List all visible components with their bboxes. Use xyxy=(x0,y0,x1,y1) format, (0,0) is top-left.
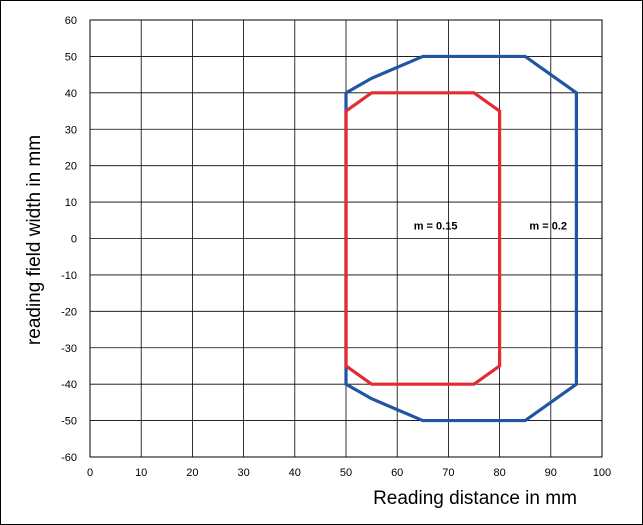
y-tick-label: 40 xyxy=(65,88,77,100)
series-group xyxy=(344,54,579,423)
y-tick-label: -50 xyxy=(61,416,77,428)
series-line-2 xyxy=(344,91,502,386)
y-tick-label: 20 xyxy=(65,161,77,173)
x-axis-label: Reading distance in mm xyxy=(373,488,577,509)
series-line-1 xyxy=(344,54,579,423)
x-tick-label: 40 xyxy=(289,467,301,479)
y-tick-label: 30 xyxy=(65,124,77,136)
x-tick-label: 90 xyxy=(545,467,557,479)
y-tick-label: -40 xyxy=(61,379,77,391)
y-tick-label: 10 xyxy=(65,197,77,209)
x-tick-label: 10 xyxy=(135,467,147,479)
x-tick-label: 30 xyxy=(237,467,249,479)
y-axis-label: reading field width in mm xyxy=(24,135,45,345)
x-tick-label: 100 xyxy=(593,467,611,479)
y-tick-label: -10 xyxy=(61,270,77,282)
series-annotation: m = 0.2 xyxy=(529,220,567,232)
x-tick-label: 20 xyxy=(186,467,198,479)
y-axis-ticks: 60 50 40 30 20 10 0 -10 -20 -30 -40 -50 -60 xyxy=(61,15,77,464)
x-tick-label: 70 xyxy=(442,467,454,479)
y-tick-label: 0 xyxy=(71,234,77,246)
y-tick-label: -60 xyxy=(61,452,77,464)
x-tick-label: 50 xyxy=(340,467,352,479)
x-tick-label: 60 xyxy=(391,467,403,479)
y-tick-label: 50 xyxy=(65,51,77,63)
x-tick-label: 0 xyxy=(87,467,93,479)
annotations: m = 0.15 m = 0.2 xyxy=(414,220,567,232)
x-tick-label: 80 xyxy=(493,467,505,479)
x-axis-ticks: 0 10 20 30 40 50 60 70 80 90 100 xyxy=(87,467,611,479)
plot-area xyxy=(89,19,603,458)
y-tick-label: -20 xyxy=(61,306,77,318)
series-annotation: m = 0.15 xyxy=(414,220,458,232)
y-tick-label: 60 xyxy=(65,15,77,27)
y-tick-label: -30 xyxy=(61,343,77,355)
